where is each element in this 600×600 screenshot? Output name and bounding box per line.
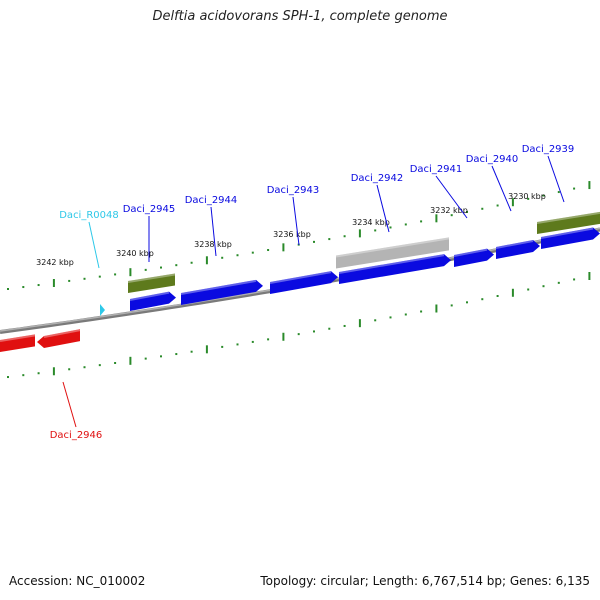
forward-gene-arrow-shade — [540, 227, 594, 239]
protein-block-left — [128, 273, 175, 293]
leader-line — [435, 175, 468, 219]
reverse-gene-left-shade — [0, 334, 36, 342]
gene-label: Daci_2940 — [466, 154, 519, 165]
forward-gene-arrow-shade — [269, 271, 332, 284]
leader-line — [62, 381, 77, 428]
forward-gene-arrow — [130, 291, 176, 311]
leader-line — [292, 196, 300, 246]
genome-summary: Topology: circular; Length: 6,767,514 bp… — [260, 574, 590, 588]
label-layer: 3242 kbp 3240 kbp 3238 kbp 3236 kbp 3234 kbp… — [36, 144, 574, 441]
tick-label: 3240 kbp — [116, 249, 154, 258]
rna-feature-arrow — [100, 304, 105, 316]
gene-label: Daci_2944 — [185, 195, 238, 206]
protein-block-right-shade — [536, 211, 600, 224]
leader-line — [88, 221, 100, 269]
forward-gene-arrow-shade — [453, 248, 488, 257]
forward-gene-arrow — [541, 227, 600, 249]
leader-line — [210, 206, 217, 257]
upper-tick-track — [7, 181, 591, 290]
forward-gene-arrow-shade — [129, 291, 170, 301]
map-title: Delftia acidovorans SPH-1, complete geno… — [152, 9, 448, 24]
tick-label: 3236 kbp — [273, 230, 311, 239]
gene-label: Daci_2939 — [522, 144, 575, 155]
tick-label: 3230 kbp — [508, 192, 546, 201]
reverse-gene-2946 — [37, 329, 80, 348]
gene-label: Daci_R0048 — [59, 210, 119, 221]
forward-gene-arrow-shade — [338, 254, 445, 274]
tick-label: 3238 kbp — [194, 240, 232, 249]
pseudo-gene-2942-shade — [335, 237, 450, 258]
forward-gene-arrow — [454, 248, 494, 267]
protein-block-right — [537, 211, 600, 234]
forward-gene-arrow-shade — [180, 279, 257, 295]
leader-line — [376, 184, 390, 233]
forward-gene-arrow — [181, 279, 263, 305]
accession-text: Accession: NC_010002 — [9, 574, 146, 588]
leader-line — [547, 155, 565, 203]
gene-label: Daci_2945 — [123, 204, 176, 215]
reverse-gene-left — [0, 334, 35, 352]
pseudo-gene-2942 — [336, 237, 449, 269]
lower-tick-track — [7, 272, 591, 379]
forward-gene-arrow — [270, 271, 338, 294]
tick-label: 3242 kbp — [36, 258, 74, 267]
forward-gene-arrow-shade — [495, 239, 534, 249]
forward-gene-arrow — [496, 239, 540, 259]
reverse-gene-2946-shade — [43, 329, 81, 338]
tick-label: 3234 kbp — [352, 218, 390, 227]
tick-label: 3232 kbp — [430, 206, 468, 215]
forward-gene-arrow — [339, 254, 451, 284]
gene-label: Daci_2943 — [267, 185, 320, 196]
gene-label: Daci_2946 — [50, 430, 103, 441]
feature-track — [0, 211, 600, 352]
leader-line — [491, 165, 512, 212]
gene-label: Daci_2942 — [351, 173, 404, 184]
protein-block-left-shade — [127, 273, 176, 283]
gene-label: Daci_2941 — [410, 164, 463, 175]
